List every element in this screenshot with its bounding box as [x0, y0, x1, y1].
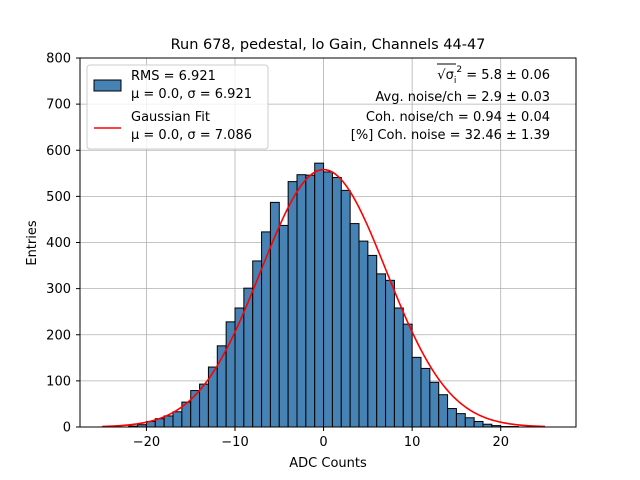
annotation-sigma: √σi2 = 5.8 ± 0.06	[437, 65, 550, 86]
histogram-bar	[278, 224, 289, 428]
legend: RMS = 6.921 μ = 0.0, σ = 6.921 Gaussian …	[86, 64, 269, 150]
histogram-bar	[411, 356, 422, 428]
annotation-coh-noise: Coh. noise/ch = 0.94 ± 0.04	[366, 110, 550, 125]
y-tick-label: 600	[46, 144, 71, 159]
legend-histogram-label-line2: μ = 0.0, σ = 6.921	[131, 87, 252, 102]
x-tick-label: 10	[404, 435, 421, 450]
sigma-subscript: i	[454, 76, 457, 86]
legend-fit-label-line1: Gaussian Fit	[131, 110, 210, 125]
histogram-bar	[287, 181, 298, 428]
sigma-symbol: σ	[446, 68, 454, 83]
histogram-bar	[455, 413, 466, 428]
y-tick-label: 500	[46, 190, 71, 205]
y-tick-label: 200	[46, 328, 71, 343]
histogram-bar	[420, 367, 431, 428]
stats-annotations: √σi2 = 5.8 ± 0.06 Avg. noise/ch = 2.9 ± …	[351, 63, 550, 143]
y-tick-label: 100	[46, 374, 71, 389]
legend-fit-label-line2: μ = 0.0, σ = 7.086	[131, 128, 252, 143]
histogram-bar	[305, 174, 316, 428]
histogram-bar	[172, 411, 183, 428]
fit-curve-path	[102, 168, 546, 428]
histogram-bar	[393, 307, 404, 428]
y-tick-label: 400	[46, 236, 71, 251]
legend-histogram-label-line1: RMS = 6.921	[131, 69, 216, 84]
histogram-bar	[367, 254, 378, 428]
histogram-bar	[323, 171, 333, 428]
annotation-avg-noise: Avg. noise/ch = 2.9 ± 0.03	[375, 90, 550, 105]
histogram-bar	[225, 321, 236, 428]
x-tick-label: 20	[492, 435, 509, 450]
histogram-bar	[163, 415, 174, 428]
y-tick-label: 800	[46, 52, 71, 67]
x-tick-label: 0	[319, 435, 327, 450]
histogram-bar	[376, 273, 387, 428]
sigma-value: = 5.8 ± 0.06	[462, 68, 550, 83]
histogram-bar	[447, 408, 457, 428]
x-tick-label: −20	[133, 435, 160, 450]
histogram-bar	[314, 162, 325, 428]
histogram-bar	[438, 394, 449, 428]
histogram-bar	[385, 279, 395, 428]
histogram-bar	[464, 417, 475, 428]
y-tick-label: 0	[63, 421, 71, 436]
y-axis-label: Entries	[25, 220, 40, 266]
chart-title: Run 678, pedestal, lo Gain, Channels 44-…	[171, 37, 486, 53]
y-tick-label: 300	[46, 282, 71, 297]
histogram-bar	[473, 420, 484, 428]
sigma-superscript: 2	[456, 65, 462, 75]
gaussian-fit-curve	[102, 168, 546, 428]
histogram-bar	[234, 307, 245, 428]
sqrt-symbol: √	[437, 68, 446, 83]
legend-histogram-swatch	[93, 79, 122, 92]
histogram-bar	[349, 223, 360, 428]
histogram-bar	[340, 189, 351, 428]
histogram-bar	[199, 383, 209, 428]
annotation-coh-noise-percent: [%] Coh. noise = 32.46 ± 1.39	[351, 128, 550, 143]
legend-box	[86, 64, 269, 150]
x-tick-label: −10	[221, 435, 248, 450]
histogram-bar	[429, 381, 440, 428]
histogram-bar	[331, 176, 342, 428]
histogram-bar	[261, 231, 271, 428]
histogram-bar	[402, 323, 413, 428]
y-tick-label: 700	[46, 98, 71, 113]
histogram-bar	[296, 174, 307, 428]
x-axis-label: ADC Counts	[289, 456, 367, 471]
histogram-bar	[358, 240, 369, 428]
